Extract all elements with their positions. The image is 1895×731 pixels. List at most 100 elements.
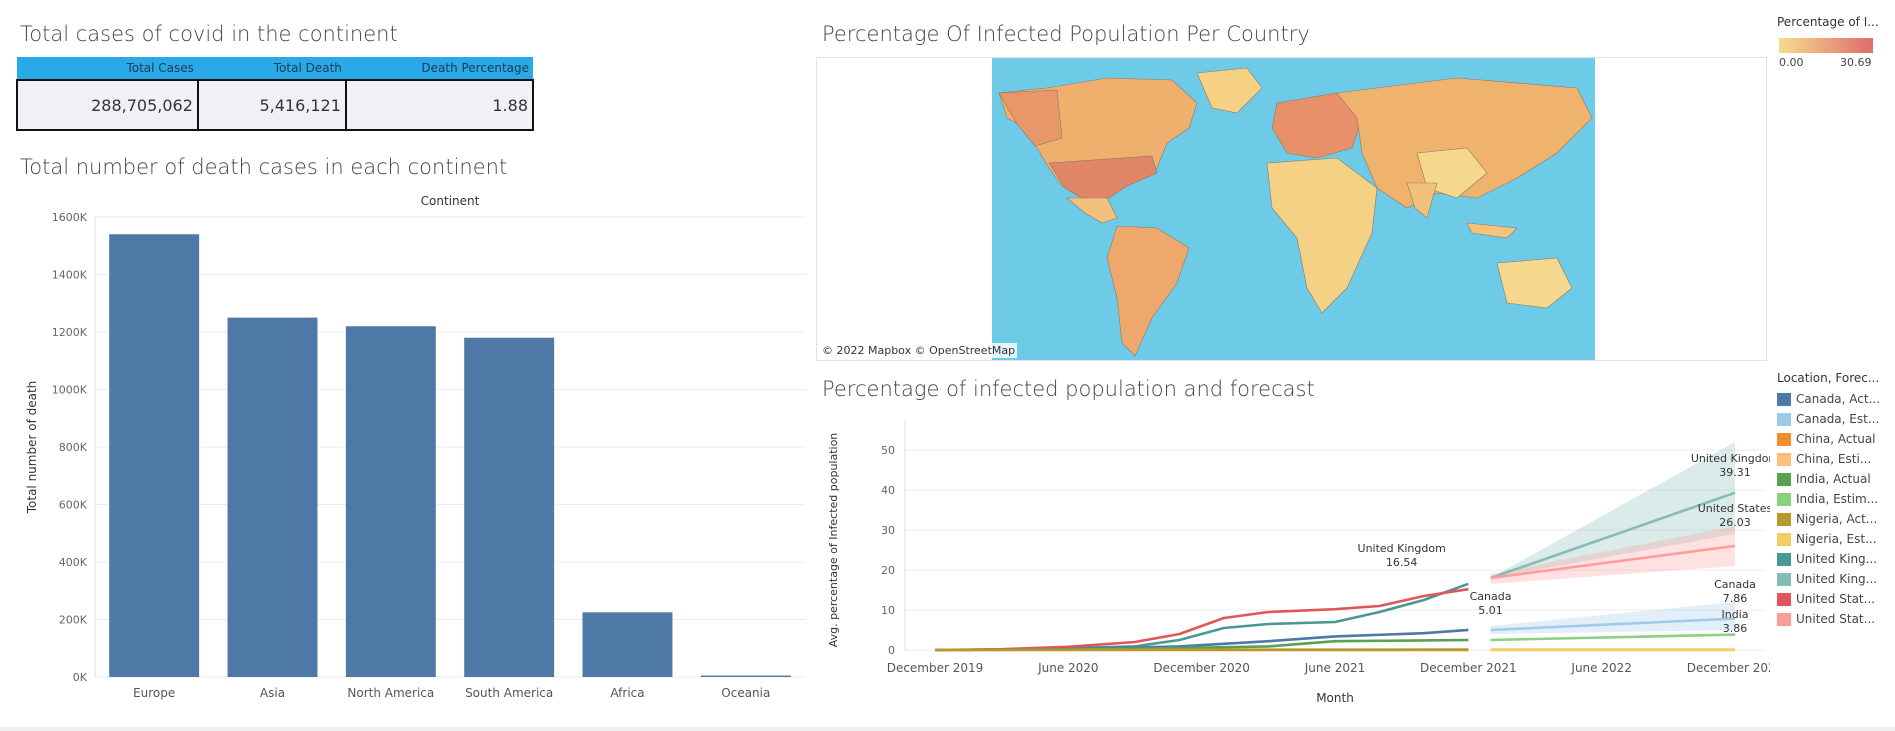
annotation-value: 39.31	[1719, 466, 1751, 479]
annotation-value: 3.86	[1723, 622, 1748, 635]
legend-label: Nigeria, Act...	[1796, 512, 1878, 526]
legend-item[interactable]: United Stat...	[1777, 612, 1875, 630]
map-legend-gradient	[1779, 38, 1873, 53]
legend-label: Nigeria, Est...	[1796, 532, 1877, 546]
line-y-tick-label: 20	[881, 564, 895, 577]
bar-y-tick-label: 1600K	[52, 211, 88, 224]
bar-chart-title: Total number of death cases in each cont…	[20, 155, 508, 179]
legend-swatch	[1777, 573, 1791, 586]
bar-oceania	[700, 675, 791, 677]
line-y-tick-label: 30	[881, 524, 895, 537]
legend-swatch	[1777, 413, 1791, 426]
kpi-value-death-percentage: 1.88	[344, 79, 535, 131]
line-x-tick-label: December 2022	[1687, 661, 1770, 675]
annotation-label: United Kingdom	[1358, 542, 1446, 555]
bar-y-tick-label: 1400K	[52, 269, 88, 282]
line-y-tick-label: 0	[888, 644, 895, 657]
legend-item[interactable]: United King...	[1777, 552, 1877, 570]
legend-label: India, Actual	[1796, 472, 1871, 486]
central-america-shape	[1066, 197, 1118, 224]
map-legend-max: 30.69	[1840, 56, 1872, 69]
line-x-tick-label: June 2022	[1570, 661, 1632, 675]
legend-item[interactable]: United King...	[1777, 572, 1877, 590]
legend-item[interactable]: Canada, Est...	[1777, 412, 1879, 430]
legend-item[interactable]: United Stat...	[1777, 592, 1875, 610]
legend-item[interactable]: Canada, Act...	[1777, 392, 1880, 410]
legend-swatch	[1777, 533, 1791, 546]
forecast-band-united-kingdom-estimate	[1490, 442, 1735, 578]
bar-y-tick-label: 600K	[59, 499, 88, 512]
bar-x-header: Continent	[421, 194, 480, 208]
bar-y-tick-label: 800K	[59, 441, 88, 454]
bar-x-tick-label: North America	[347, 686, 434, 700]
map-canvas	[992, 58, 1595, 360]
legend-label: India, Estim...	[1796, 492, 1879, 506]
annotation-label: United Kingdom	[1691, 452, 1770, 465]
legend-swatch	[1777, 553, 1791, 566]
line-x-tick-label: June 2020	[1037, 661, 1099, 675]
legend-swatch	[1777, 513, 1791, 526]
bar-x-tick-label: Oceania	[721, 686, 770, 700]
line-chart-title: Percentage of infected population and fo…	[822, 377, 1315, 401]
kpi-value-total-death: 5,416,121	[196, 79, 347, 131]
bar-y-tick-label: 400K	[59, 556, 88, 569]
legend-label: United King...	[1796, 572, 1878, 586]
australia-shape	[1496, 257, 1573, 309]
south-america-shape	[1106, 225, 1190, 357]
line-x-tick-label: December 2019	[887, 661, 984, 675]
kpi-table: Total Cases Total Death Death Percentage…	[16, 57, 535, 131]
legend-item[interactable]: Nigeria, Est...	[1777, 532, 1877, 550]
annotation-value: 16.54	[1386, 556, 1418, 569]
series-line-united-kingdom-estimate	[1490, 491, 1736, 580]
bar-x-tick-label: South America	[465, 686, 553, 700]
line-x-tick-label: June 2021	[1304, 661, 1366, 675]
annotation-label: United States	[1698, 502, 1770, 515]
legend-swatch	[1777, 393, 1791, 406]
legend-label: China, Esti...	[1796, 452, 1872, 466]
legend-label: China, Actual	[1796, 432, 1876, 446]
legend-label: United King...	[1796, 552, 1878, 566]
bar-y-tick-label: 1200K	[52, 326, 88, 339]
legend-item[interactable]: China, Actual	[1777, 432, 1876, 450]
bar-y-axis-label: Total number of death	[25, 381, 39, 515]
bar-north-america	[345, 326, 436, 677]
series-line-united-states-actual	[934, 587, 1469, 652]
world-map[interactable]: © 2022 Mapbox © OpenStreetMap	[816, 57, 1767, 361]
legend-swatch	[1777, 613, 1791, 626]
kpi-header-total-cases: Total Cases	[17, 57, 198, 80]
annotation-value: 7.86	[1723, 592, 1748, 605]
bar-asia	[227, 317, 318, 677]
africa-shape	[1266, 157, 1378, 314]
annotation-label: Canada	[1714, 578, 1756, 591]
legend-item[interactable]: India, Actual	[1777, 472, 1871, 490]
legend-item[interactable]: China, Esti...	[1777, 452, 1871, 470]
footer-bar	[0, 727, 1895, 731]
map-title: Percentage Of Infected Population Per Co…	[822, 22, 1310, 46]
bar-x-tick-label: Asia	[260, 686, 285, 700]
legend-item[interactable]: India, Estim...	[1777, 492, 1878, 510]
line-y-tick-label: 50	[881, 444, 895, 457]
kpi-value-total-cases: 288,705,062	[16, 79, 199, 131]
indonesia-shape	[1466, 222, 1518, 239]
asia-shape	[1336, 77, 1593, 209]
legend-swatch	[1777, 593, 1791, 606]
kpi-header-total-death: Total Death	[197, 57, 346, 80]
line-x-axis-label: Month	[1316, 691, 1354, 705]
india-shape	[1406, 182, 1438, 219]
map-attribution[interactable]: © 2022 Mapbox © OpenStreetMap	[820, 343, 1018, 358]
legend-swatch	[1777, 473, 1791, 486]
legend-label: Canada, Act...	[1796, 392, 1881, 406]
annotation-label: India	[1722, 608, 1749, 621]
bar-south-america	[464, 337, 555, 677]
line-y-tick-label: 10	[881, 604, 895, 617]
annotation-label: Canada	[1470, 590, 1512, 603]
bar-africa	[582, 612, 673, 677]
line-y-axis-label: Avg. percentage of Infected population	[827, 433, 840, 648]
line-x-tick-label: December 2020	[1153, 661, 1250, 675]
bar-y-tick-label: 0K	[73, 671, 88, 684]
annotation-value: 5.01	[1478, 604, 1503, 617]
legend-label: Canada, Est...	[1796, 412, 1880, 426]
map-legend-min: 0.00	[1779, 56, 1804, 69]
legend-item[interactable]: Nigeria, Act...	[1777, 512, 1877, 530]
legend-label: United Stat...	[1796, 612, 1876, 626]
